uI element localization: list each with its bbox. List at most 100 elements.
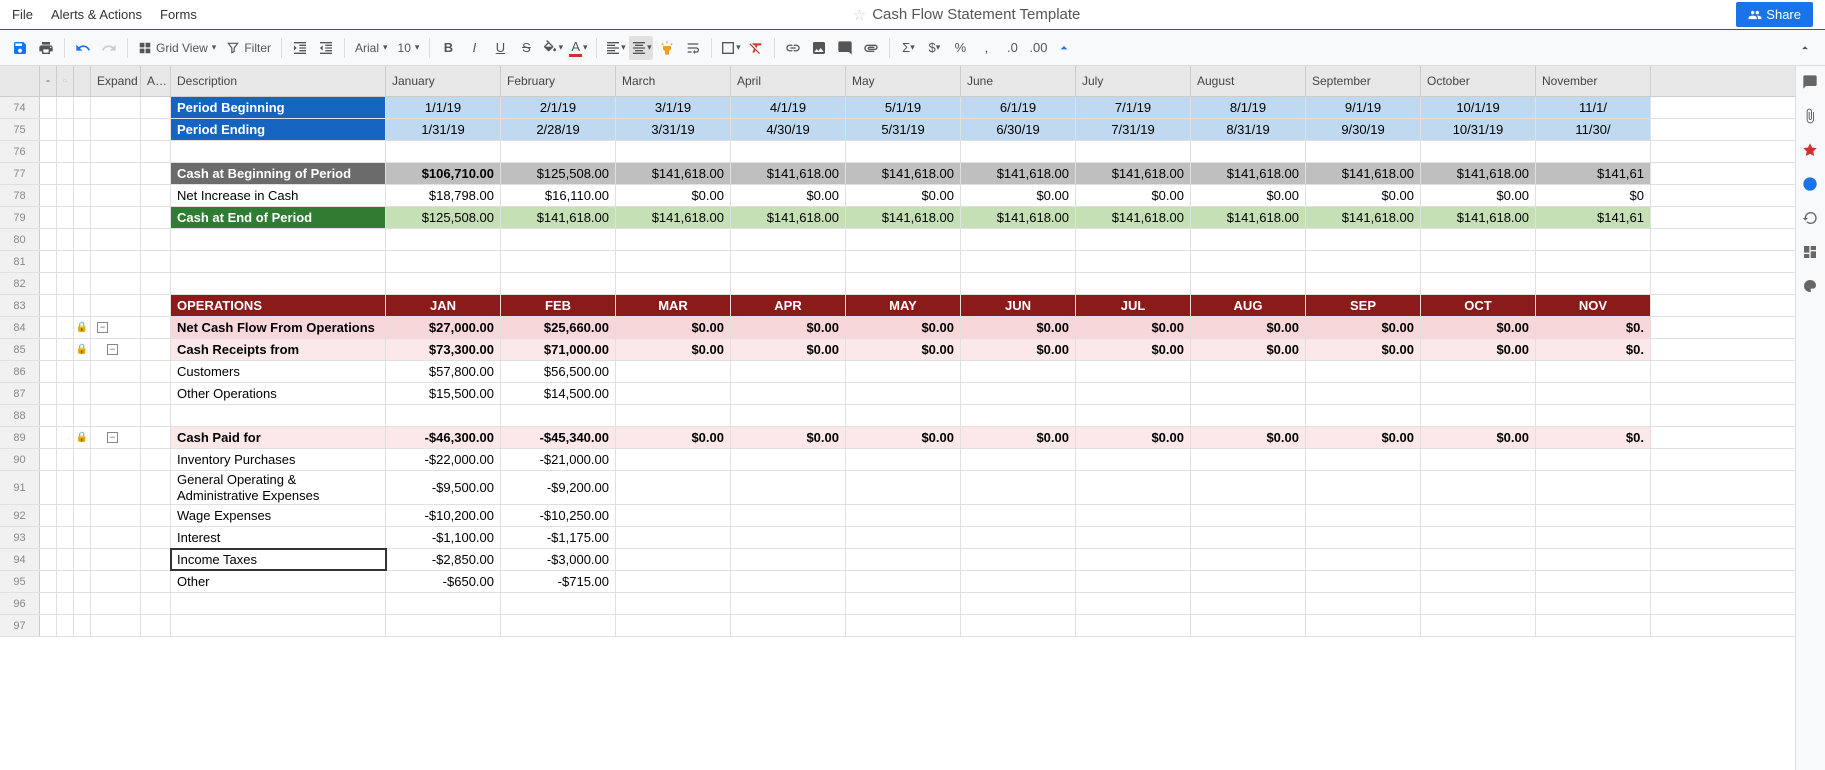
narrow-cell[interactable] <box>40 571 57 592</box>
row-number[interactable]: 78 <box>0 185 40 206</box>
value-cell[interactable] <box>1191 471 1306 504</box>
value-cell[interactable]: $57,800.00 <box>386 361 501 382</box>
value-cell[interactable]: 6/1/19 <box>961 97 1076 118</box>
expand-cell[interactable]: − <box>91 339 141 360</box>
value-cell[interactable]: 3/1/19 <box>616 97 731 118</box>
narrow-cell[interactable] <box>40 471 57 504</box>
cell[interactable] <box>961 405 1076 426</box>
col-month[interactable]: November <box>1536 66 1651 96</box>
collapse-icon[interactable]: − <box>97 322 108 333</box>
value-cell[interactable]: AUG <box>1191 295 1306 316</box>
description-cell[interactable]: Period Beginning <box>171 97 386 118</box>
row-number[interactable]: 84 <box>0 317 40 338</box>
cell[interactable] <box>1191 593 1306 614</box>
value-cell[interactable]: $0.00 <box>1191 317 1306 338</box>
more-formats-icon[interactable] <box>1052 36 1076 60</box>
a-cell[interactable] <box>141 405 171 426</box>
narrow-cell[interactable] <box>40 405 57 426</box>
value-cell[interactable] <box>1306 449 1421 470</box>
value-cell[interactable]: $0.00 <box>1421 427 1536 448</box>
value-cell[interactable] <box>616 383 731 404</box>
value-cell[interactable]: $0.00 <box>1306 317 1421 338</box>
col-month[interactable]: February <box>501 66 616 96</box>
value-cell[interactable]: $0.00 <box>731 427 846 448</box>
value-cell[interactable] <box>1076 383 1191 404</box>
value-cell[interactable]: $0. <box>1536 317 1651 338</box>
value-cell[interactable]: -$10,250.00 <box>501 505 616 526</box>
format-icon[interactable] <box>1802 278 1820 296</box>
narrow-cell[interactable] <box>40 141 57 162</box>
value-cell[interactable] <box>1076 361 1191 382</box>
value-cell[interactable] <box>961 549 1076 570</box>
cell[interactable] <box>731 251 846 272</box>
value-cell[interactable]: $0.00 <box>616 185 731 206</box>
cell[interactable] <box>171 405 386 426</box>
value-cell[interactable] <box>1191 571 1306 592</box>
cell[interactable] <box>961 615 1076 636</box>
fill-color-icon[interactable]: ▾ <box>540 36 564 60</box>
value-cell[interactable] <box>616 361 731 382</box>
cell[interactable] <box>171 141 386 162</box>
cell[interactable] <box>501 251 616 272</box>
value-cell[interactable]: $0.00 <box>961 185 1076 206</box>
value-cell[interactable] <box>1421 449 1536 470</box>
value-cell[interactable]: $25,660.00 <box>501 317 616 338</box>
description-cell[interactable]: Cash Paid for <box>171 427 386 448</box>
value-cell[interactable] <box>1421 571 1536 592</box>
description-cell[interactable]: Cash at Beginning of Period <box>171 163 386 184</box>
narrow-cell[interactable] <box>40 427 57 448</box>
row-number[interactable]: 87 <box>0 383 40 404</box>
value-cell[interactable]: $0.00 <box>616 317 731 338</box>
value-cell[interactable]: MAY <box>846 295 961 316</box>
value-cell[interactable] <box>1536 471 1651 504</box>
collapse-toolbar-icon[interactable] <box>1793 36 1817 60</box>
cell[interactable] <box>1536 593 1651 614</box>
value-cell[interactable]: $0.00 <box>846 317 961 338</box>
row-number[interactable]: 75 <box>0 119 40 140</box>
narrow-cell[interactable] <box>74 295 91 316</box>
value-cell[interactable]: MAR <box>616 295 731 316</box>
cell[interactable] <box>386 405 501 426</box>
redo-icon[interactable] <box>97 36 121 60</box>
value-cell[interactable] <box>1076 449 1191 470</box>
print-icon[interactable] <box>34 36 58 60</box>
menu-forms[interactable]: Forms <box>160 7 197 22</box>
cell[interactable] <box>1306 141 1421 162</box>
cell[interactable] <box>386 141 501 162</box>
a-cell[interactable] <box>141 119 171 140</box>
value-cell[interactable]: $56,500.00 <box>501 361 616 382</box>
align-middle-icon[interactable]: ▾ <box>629 36 653 60</box>
value-cell[interactable]: $0.00 <box>1191 185 1306 206</box>
narrow-cell[interactable] <box>57 339 74 360</box>
value-cell[interactable] <box>1536 549 1651 570</box>
cell[interactable] <box>731 405 846 426</box>
value-cell[interactable]: OCT <box>1421 295 1536 316</box>
col-attach[interactable] <box>40 66 57 96</box>
a-cell[interactable] <box>141 527 171 548</box>
narrow-cell[interactable] <box>57 449 74 470</box>
description-cell[interactable]: Other Operations <box>171 383 386 404</box>
value-cell[interactable] <box>961 383 1076 404</box>
value-cell[interactable]: $141,618.00 <box>1191 207 1306 228</box>
expand-cell[interactable] <box>91 119 141 140</box>
font-size-dropdown[interactable]: 10▾ <box>394 41 424 55</box>
narrow-cell[interactable] <box>74 273 91 294</box>
narrow-cell[interactable] <box>74 229 91 250</box>
row-number[interactable]: 86 <box>0 361 40 382</box>
narrow-cell[interactable] <box>74 615 91 636</box>
value-cell[interactable]: $14,500.00 <box>501 383 616 404</box>
narrow-cell[interactable] <box>74 207 91 228</box>
value-cell[interactable] <box>616 571 731 592</box>
value-cell[interactable] <box>1306 527 1421 548</box>
cell[interactable] <box>846 141 961 162</box>
expand-cell[interactable] <box>91 295 141 316</box>
col-comment[interactable] <box>57 66 74 96</box>
value-cell[interactable]: $0.00 <box>1191 427 1306 448</box>
value-cell[interactable]: $0.00 <box>961 339 1076 360</box>
narrow-cell[interactable] <box>74 593 91 614</box>
col-expand[interactable]: Expand / Colla… <box>91 66 141 96</box>
narrow-cell[interactable] <box>40 615 57 636</box>
row-number[interactable]: 83 <box>0 295 40 316</box>
star-icon[interactable]: ☆ <box>853 6 866 24</box>
row-number[interactable]: 85 <box>0 339 40 360</box>
